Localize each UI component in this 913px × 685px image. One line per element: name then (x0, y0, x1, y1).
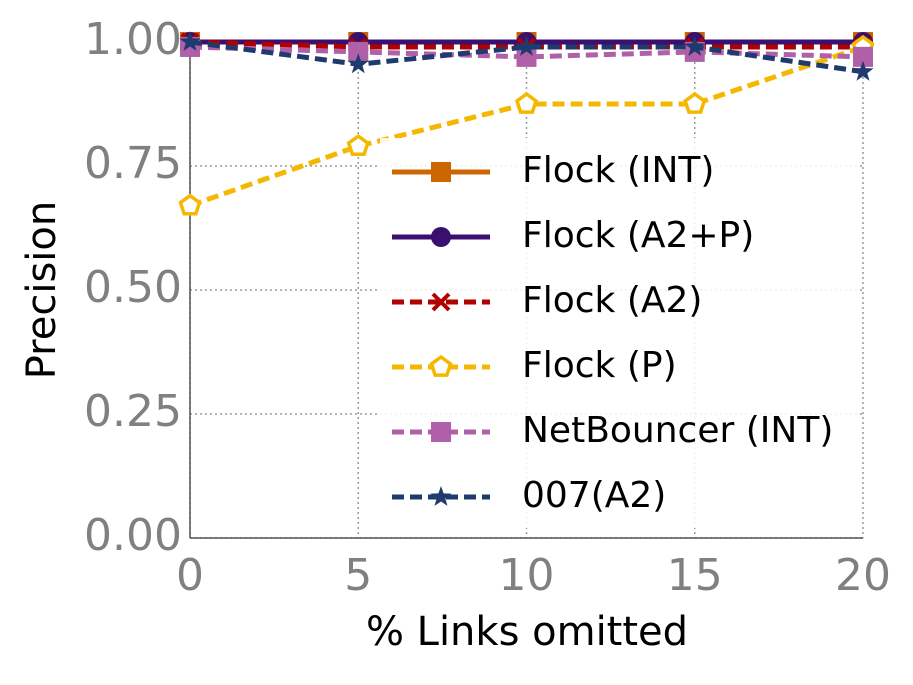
legend-label: Flock (A2) (522, 280, 702, 321)
marker (429, 354, 453, 377)
marker (431, 162, 451, 182)
x-tick-label: 5 (344, 550, 372, 601)
legend-label: Flock (INT) (522, 150, 714, 191)
legend-label: Flock (A2+P) (522, 215, 754, 256)
marker (852, 60, 874, 81)
x-tick-label: 10 (499, 550, 555, 601)
y-tick-label: 0.00 (84, 510, 182, 561)
y-tick-label: 0.50 (84, 262, 182, 313)
marker (683, 91, 707, 114)
marker (431, 227, 451, 247)
marker (347, 53, 369, 74)
x-tick-label: 0 (176, 550, 204, 601)
legend-label: 007(A2) (522, 475, 666, 516)
marker (514, 91, 539, 114)
y-tick-label: 1.00 (84, 14, 182, 65)
legend-box (380, 138, 860, 528)
legend: Flock (INT) Flock (A2+P) Flock (A2) Flock (… (380, 138, 860, 528)
x-axis-title: % Links omitted (366, 609, 688, 655)
marker (179, 31, 201, 51)
marker (853, 46, 873, 67)
marker (178, 193, 202, 216)
marker (684, 36, 706, 56)
marker (431, 422, 451, 442)
marker (348, 41, 369, 62)
series-line (189, 39, 863, 50)
x-tick-label: 15 (667, 550, 723, 601)
marker (431, 292, 451, 312)
y-tick-label: 0.75 (84, 138, 182, 189)
legend-label: Flock (P) (522, 345, 677, 386)
marker (346, 134, 370, 157)
x-tick-label: 20 (835, 550, 891, 601)
y-tick-label: 0.25 (84, 386, 182, 437)
marker (430, 486, 452, 506)
y-axis-title: Precision (19, 201, 65, 379)
series-line (189, 39, 864, 75)
marker (516, 36, 537, 56)
legend-label: NetBouncer (INT) (522, 410, 833, 451)
